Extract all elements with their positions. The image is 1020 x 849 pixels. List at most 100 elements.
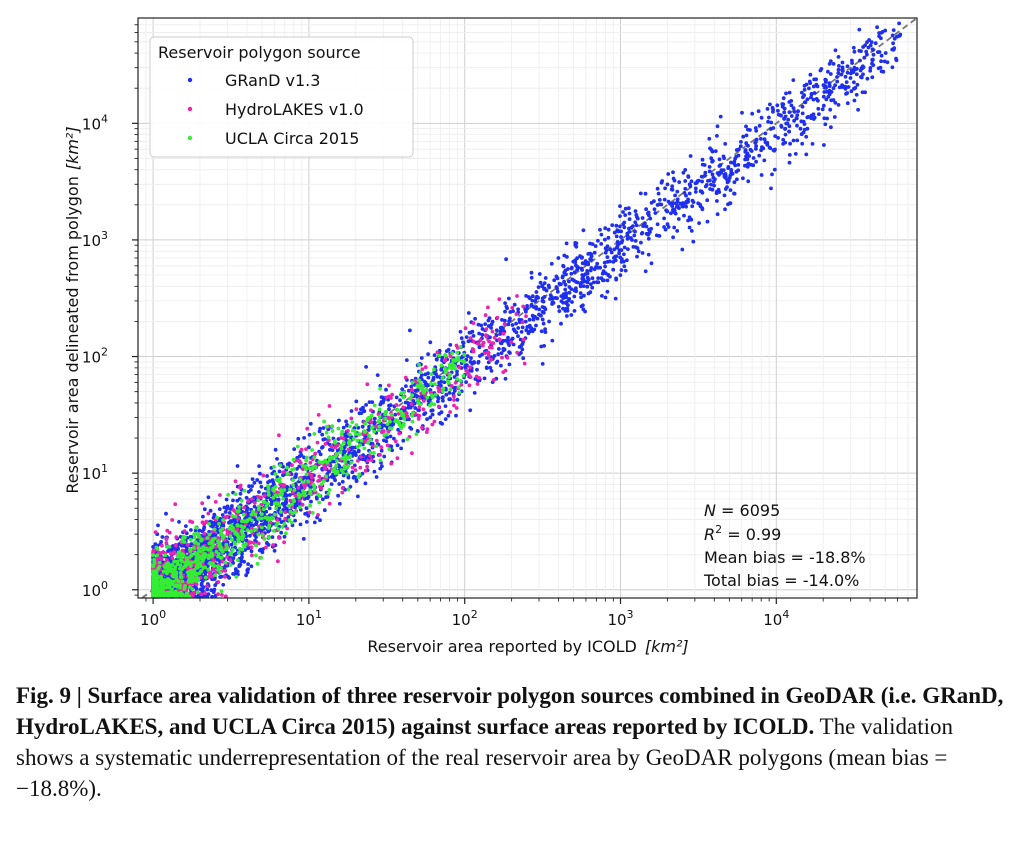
data-point bbox=[199, 581, 204, 586]
data-point bbox=[327, 488, 332, 492]
data-point bbox=[228, 563, 233, 567]
data-point bbox=[227, 511, 232, 515]
data-point bbox=[635, 254, 639, 259]
data-point bbox=[409, 402, 414, 407]
data-point bbox=[808, 72, 813, 77]
data-point bbox=[749, 149, 754, 153]
data-point bbox=[386, 429, 391, 434]
data-point bbox=[404, 358, 409, 362]
data-point bbox=[525, 304, 529, 308]
data-point bbox=[524, 314, 528, 319]
data-point bbox=[247, 540, 252, 544]
data-point bbox=[267, 479, 272, 483]
data-point bbox=[242, 559, 247, 564]
data-point bbox=[255, 478, 260, 482]
data-point bbox=[257, 464, 261, 468]
data-point bbox=[220, 533, 225, 538]
data-point bbox=[389, 426, 394, 431]
data-point bbox=[759, 115, 764, 120]
data-point bbox=[359, 455, 363, 459]
data-point bbox=[279, 510, 283, 514]
data-point bbox=[443, 353, 448, 358]
data-point bbox=[423, 365, 428, 370]
data-point bbox=[388, 403, 393, 408]
data-point bbox=[465, 354, 470, 358]
data-point bbox=[646, 210, 651, 215]
data-point bbox=[452, 398, 456, 402]
data-point bbox=[453, 366, 457, 371]
data-point bbox=[330, 448, 335, 452]
data-point bbox=[225, 546, 230, 551]
data-point bbox=[677, 180, 682, 185]
data-point bbox=[177, 550, 182, 554]
data-point bbox=[552, 278, 557, 283]
data-point bbox=[606, 273, 611, 278]
data-point bbox=[347, 450, 352, 455]
data-point bbox=[262, 493, 267, 498]
data-point bbox=[214, 545, 218, 549]
data-point bbox=[385, 443, 390, 448]
data-point bbox=[235, 527, 240, 532]
data-point bbox=[384, 410, 389, 414]
data-point bbox=[178, 571, 183, 575]
data-point bbox=[265, 541, 269, 545]
data-point bbox=[257, 504, 261, 509]
data-point bbox=[664, 208, 668, 213]
data-point bbox=[245, 506, 250, 511]
data-point bbox=[322, 508, 327, 513]
data-point bbox=[281, 470, 286, 474]
data-point bbox=[832, 115, 837, 119]
data-point bbox=[151, 545, 156, 549]
data-point bbox=[859, 49, 863, 53]
data-point bbox=[173, 565, 178, 569]
data-point bbox=[466, 311, 471, 315]
data-point bbox=[535, 294, 539, 299]
data-point bbox=[304, 447, 308, 451]
data-point bbox=[529, 303, 534, 308]
data-point bbox=[623, 213, 628, 218]
data-point bbox=[732, 161, 736, 166]
data-point bbox=[218, 528, 223, 533]
data-point bbox=[343, 454, 348, 458]
data-point bbox=[348, 432, 352, 437]
data-point bbox=[238, 546, 242, 551]
data-point bbox=[745, 163, 750, 167]
data-point bbox=[875, 25, 879, 30]
data-point bbox=[715, 199, 719, 203]
data-point bbox=[325, 424, 329, 429]
data-point bbox=[459, 383, 464, 387]
data-point bbox=[293, 518, 297, 523]
data-point bbox=[804, 82, 809, 87]
data-point bbox=[215, 564, 220, 569]
data-point bbox=[655, 186, 660, 191]
data-point bbox=[321, 497, 325, 502]
data-point bbox=[496, 352, 501, 357]
data-point bbox=[828, 107, 833, 112]
data-point bbox=[523, 319, 528, 324]
data-point bbox=[798, 126, 803, 131]
data-point bbox=[578, 284, 583, 289]
data-point bbox=[324, 474, 329, 479]
data-point bbox=[492, 354, 497, 358]
data-point bbox=[804, 134, 809, 139]
data-point bbox=[224, 542, 229, 547]
data-point bbox=[852, 86, 856, 91]
data-point bbox=[153, 530, 158, 535]
data-point bbox=[547, 319, 551, 324]
data-point bbox=[583, 272, 588, 277]
data-point bbox=[231, 556, 236, 561]
data-point bbox=[826, 94, 831, 99]
data-point bbox=[167, 544, 172, 549]
data-point bbox=[250, 497, 254, 501]
data-point bbox=[515, 294, 519, 298]
data-point bbox=[626, 247, 630, 252]
data-point bbox=[212, 564, 217, 568]
data-point bbox=[684, 204, 688, 209]
data-point bbox=[264, 545, 268, 550]
data-point bbox=[659, 202, 664, 207]
data-point bbox=[187, 585, 192, 589]
data-point bbox=[817, 112, 821, 116]
data-point bbox=[663, 186, 667, 191]
data-point bbox=[521, 304, 526, 309]
data-point bbox=[539, 313, 543, 318]
